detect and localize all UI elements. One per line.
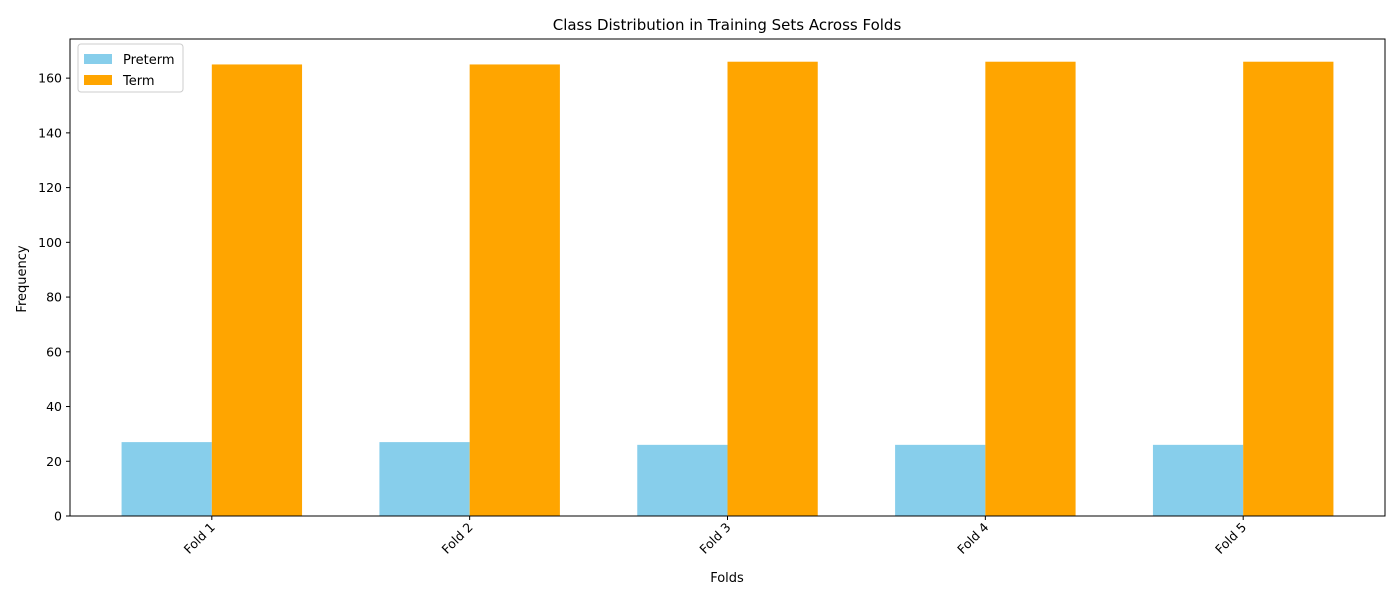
bar-preterm-4 — [895, 444, 986, 516]
bar-term-4 — [985, 61, 1076, 516]
bar-preterm-1 — [121, 442, 212, 516]
y-tick-label: 80 — [46, 290, 62, 305]
x-tick-label: Fold 2 — [438, 520, 475, 557]
x-tick-label: Fold 5 — [1212, 520, 1249, 557]
bar-term-3 — [727, 61, 818, 516]
x-tick-label: Fold 1 — [181, 520, 218, 557]
bar-preterm-3 — [637, 444, 728, 516]
y-tick-label: 20 — [46, 454, 62, 469]
y-tick-label: 120 — [38, 180, 62, 195]
legend: Preterm Term — [77, 43, 184, 93]
chart-title: Class Distribution in Training Sets Acro… — [553, 16, 902, 34]
bar-preterm-2 — [379, 442, 470, 516]
legend-label-preterm: Preterm — [123, 53, 175, 68]
y-tick-label: 140 — [38, 125, 62, 140]
y-tick-label: 100 — [38, 235, 62, 250]
bar-term-2 — [469, 64, 560, 517]
legend-swatch-term — [84, 75, 112, 85]
bars-group — [121, 61, 1334, 517]
legend-label-term: Term — [122, 74, 155, 89]
x-axis-title: Folds — [710, 571, 744, 586]
y-axis-title: Frequency — [15, 245, 30, 312]
x-tick-label: Fold 3 — [696, 520, 733, 557]
bar-term-5 — [1243, 61, 1334, 516]
bar-term-1 — [211, 64, 303, 517]
y-tick-label: 40 — [46, 399, 62, 414]
x-tick-label: Fold 4 — [954, 519, 991, 556]
y-tick-label: 160 — [38, 71, 62, 86]
legend-swatch-preterm — [84, 54, 112, 64]
bar-preterm-5 — [1152, 444, 1244, 516]
y-tick-label: 60 — [46, 344, 62, 359]
y-tick-label: 0 — [54, 509, 62, 524]
